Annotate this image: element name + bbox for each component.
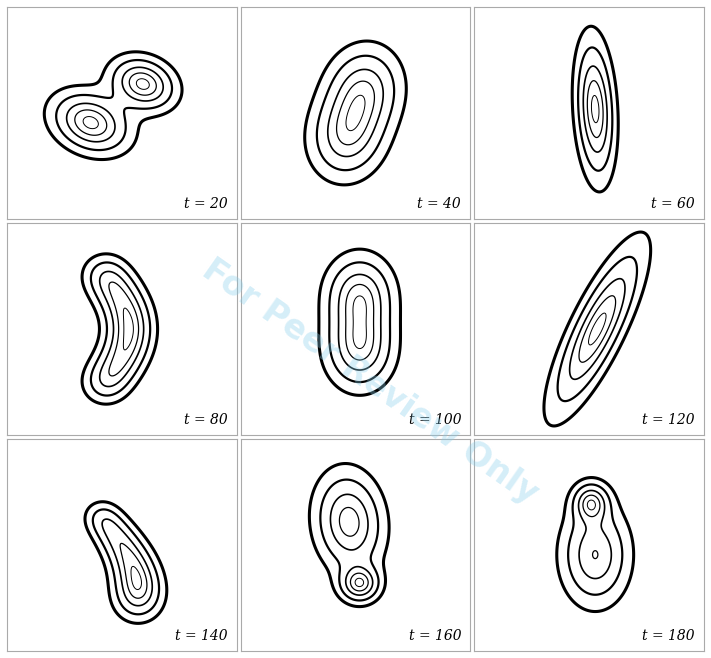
Text: t = 120: t = 120 — [642, 413, 695, 427]
Text: For Peer Review Only: For Peer Review Only — [196, 253, 544, 511]
Text: t = 20: t = 20 — [184, 197, 228, 211]
Text: t = 40: t = 40 — [417, 197, 461, 211]
Text: t = 100: t = 100 — [409, 413, 461, 427]
Text: t = 140: t = 140 — [175, 629, 228, 643]
Text: t = 80: t = 80 — [184, 413, 228, 427]
Text: t = 180: t = 180 — [642, 629, 695, 643]
Text: t = 60: t = 60 — [651, 197, 695, 211]
Text: t = 160: t = 160 — [409, 629, 461, 643]
